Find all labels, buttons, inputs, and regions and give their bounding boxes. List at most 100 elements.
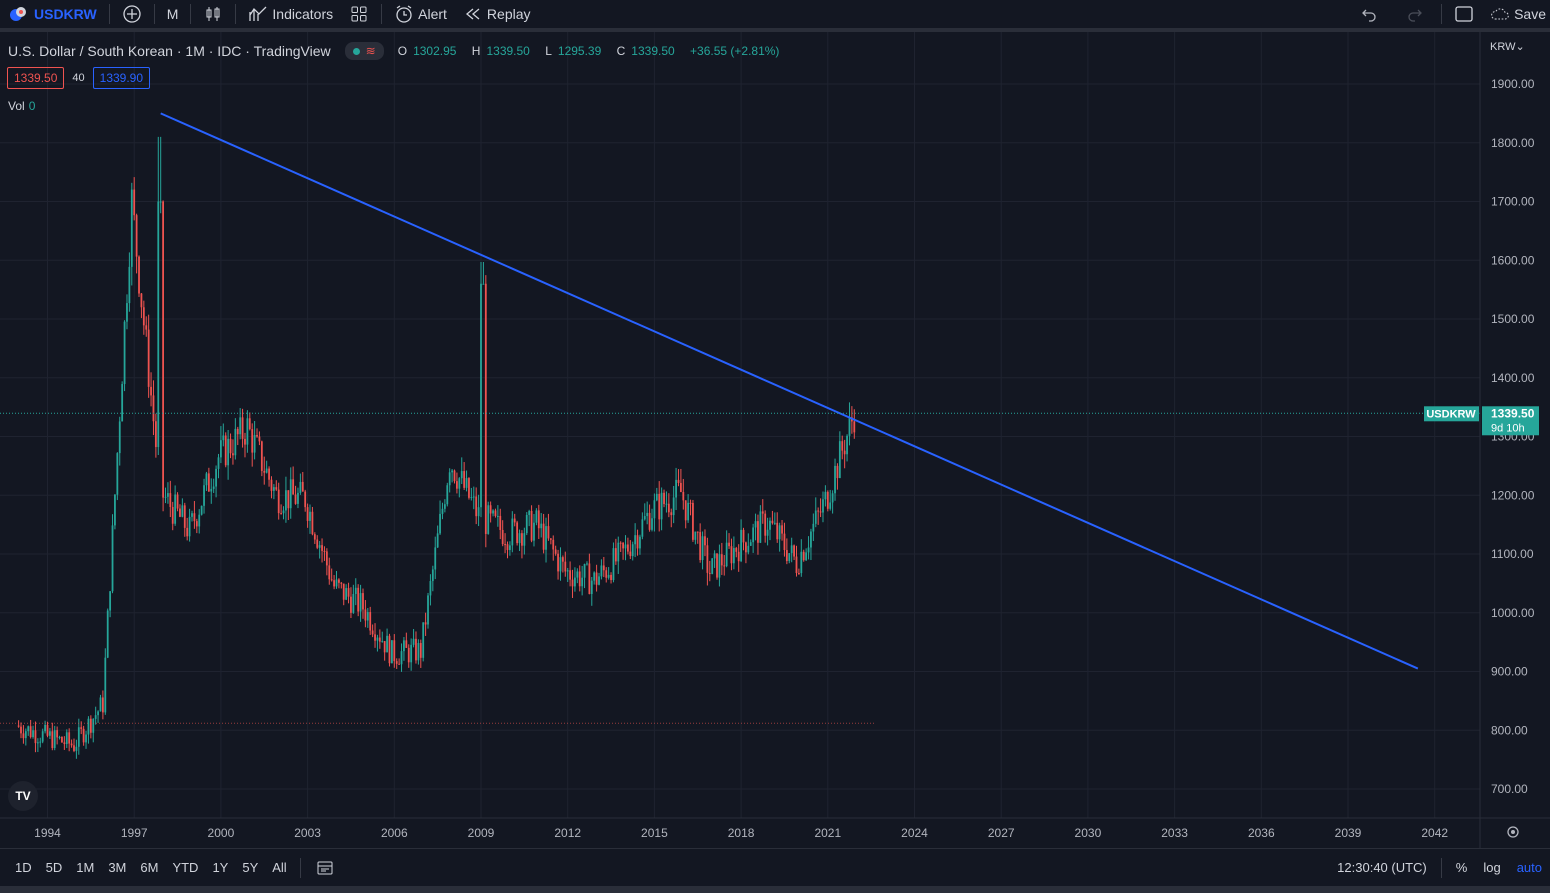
candle-body xyxy=(431,569,434,582)
compare-button[interactable] xyxy=(114,0,150,28)
range-button-ytd[interactable]: YTD xyxy=(172,860,199,875)
alert-button[interactable]: Alert xyxy=(386,0,455,28)
candle-body xyxy=(253,434,256,453)
range-button-all[interactable]: All xyxy=(272,860,287,875)
time-tick-label: 2015 xyxy=(641,826,668,840)
candle-body xyxy=(679,482,682,492)
range-button-5d[interactable]: 5D xyxy=(45,860,63,875)
candle-body xyxy=(316,539,319,548)
candle-body xyxy=(675,479,677,498)
sell-button[interactable]: 1339.50 xyxy=(7,67,65,89)
candle-body xyxy=(164,496,167,498)
divider xyxy=(1440,857,1442,878)
price-tick-label: 1400.00 xyxy=(1491,371,1535,385)
candle-body xyxy=(321,545,323,551)
candle-body xyxy=(663,492,665,505)
settings-gear-icon[interactable] xyxy=(1507,826,1519,838)
candle-body xyxy=(533,522,535,541)
range-button-6m[interactable]: 6M xyxy=(140,860,159,875)
market-status[interactable]: ≋ xyxy=(344,42,384,60)
fullscreen-button[interactable] xyxy=(1446,0,1482,28)
templates-button[interactable] xyxy=(341,0,377,28)
buy-button[interactable]: 1339.90 xyxy=(92,67,151,89)
candle-body xyxy=(658,493,661,520)
tradingview-logo-icon[interactable]: TV xyxy=(8,781,38,811)
candle-body xyxy=(405,640,408,648)
candle-body xyxy=(639,536,641,549)
time-tick-label: 2033 xyxy=(1161,826,1188,840)
indicators-label: Indicators xyxy=(272,6,334,22)
replay-button[interactable]: Replay xyxy=(455,0,539,28)
candle-body xyxy=(106,610,109,658)
candle-body xyxy=(487,505,490,534)
bottom-toolbar: 1D 5D 1M 3M 6M YTD 1Y 5Y All 12:30:40 (UTC) % lo… xyxy=(0,848,1550,886)
candle-body xyxy=(523,533,526,546)
candle-body xyxy=(323,550,326,552)
candle-body xyxy=(36,742,39,744)
candle-body xyxy=(345,588,348,600)
auto-toggle[interactable]: auto xyxy=(1516,860,1542,875)
top-toolbar: USDKRW M Indicators Alert Replay xyxy=(0,0,1550,28)
candle-body xyxy=(754,521,757,528)
range-button-1d[interactable]: 1D xyxy=(15,860,32,875)
save-button[interactable]: Save xyxy=(1482,0,1550,28)
candle-body xyxy=(704,536,706,546)
market-open-dot-icon xyxy=(352,47,360,55)
candle-body xyxy=(407,647,410,663)
candle-body xyxy=(400,651,403,665)
candle-body xyxy=(812,523,815,532)
divider xyxy=(299,857,301,878)
candle-body xyxy=(39,741,42,743)
price-tick-label: 800.00 xyxy=(1491,723,1528,737)
candle-body xyxy=(152,395,155,422)
candle-body xyxy=(17,725,20,727)
interval-button[interactable]: M xyxy=(159,0,187,28)
series-title[interactable]: U.S. Dollar / South Korean · 1M · IDC · … xyxy=(8,43,331,59)
candle-body xyxy=(752,527,755,543)
candle-body xyxy=(183,505,186,528)
candle-body xyxy=(771,520,774,524)
candle-body xyxy=(574,577,576,587)
candle-body xyxy=(506,544,509,551)
gear-ring xyxy=(1507,826,1519,838)
symbol-price-tag xyxy=(1424,406,1479,422)
undo-button[interactable] xyxy=(1351,0,1387,28)
volume-legend[interactable]: Vol 0 xyxy=(8,99,35,113)
range-button-3m[interactable]: 3M xyxy=(108,860,127,875)
symbol-search[interactable]: USDKRW xyxy=(0,0,105,28)
candle-body xyxy=(525,514,528,534)
candle-body xyxy=(236,428,239,435)
chart-type-button[interactable] xyxy=(195,0,231,28)
chevron-down-icon: ⌄ xyxy=(1515,41,1525,53)
time-tick-label: 2006 xyxy=(381,826,408,840)
go-to-date-button[interactable] xyxy=(307,854,343,882)
indicators-button[interactable]: Indicators xyxy=(240,0,341,28)
candle-body xyxy=(289,479,292,509)
candle-body xyxy=(366,612,369,621)
candle-body xyxy=(836,465,839,479)
trendline[interactable] xyxy=(160,112,1419,670)
candle-body xyxy=(595,572,598,585)
candle-body xyxy=(732,548,735,564)
low-label: L xyxy=(545,44,552,58)
candle-body xyxy=(810,531,812,548)
log-toggle[interactable]: log xyxy=(1483,860,1501,875)
redo-button[interactable] xyxy=(1397,0,1433,28)
candle-body xyxy=(248,418,251,430)
currency-selector[interactable]: KRW⌄ xyxy=(1490,40,1525,53)
symbol-tag-label: USDKRW xyxy=(1426,408,1476,420)
currency-label: KRW xyxy=(1490,41,1516,53)
utc-clock[interactable]: 12:30:40 (UTC) xyxy=(1337,860,1427,875)
candle-body xyxy=(795,556,798,573)
range-button-1y[interactable]: 1Y xyxy=(212,860,229,875)
percent-toggle[interactable]: % xyxy=(1455,860,1468,875)
range-button-5y[interactable]: 5Y xyxy=(242,860,259,875)
candle-body xyxy=(564,561,567,572)
candle-body xyxy=(217,457,220,469)
candle-body xyxy=(684,500,687,521)
range-buttons: 1D 5D 1M 3M 6M YTD 1Y 5Y All xyxy=(8,860,294,875)
range-button-1m[interactable]: 1M xyxy=(76,860,95,875)
candle-body xyxy=(667,503,670,513)
candle-body xyxy=(692,502,694,540)
